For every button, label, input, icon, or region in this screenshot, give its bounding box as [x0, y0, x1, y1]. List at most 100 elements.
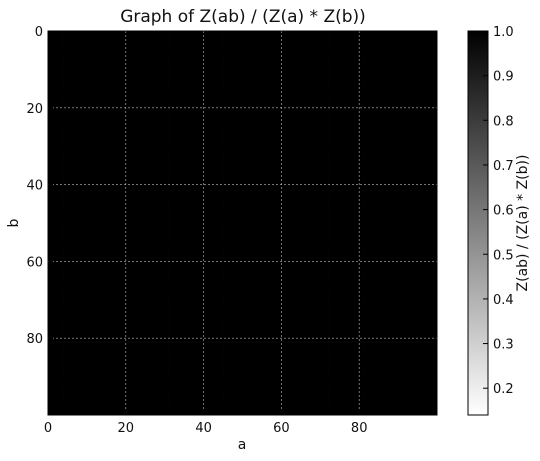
heatmap-cell — [67, 57, 72, 63]
heatmap-cell — [347, 123, 352, 128]
heatmap-cell — [188, 111, 193, 116]
heatmap-cell — [339, 42, 344, 47]
heatmap-cell — [320, 165, 325, 170]
heatmap-cell — [234, 119, 239, 124]
heatmap-cell — [398, 50, 403, 55]
heatmap-cell — [254, 46, 259, 51]
heatmap-cell — [359, 153, 364, 159]
heatmap-cell — [48, 38, 53, 43]
heatmap-cell — [71, 165, 76, 170]
heatmap-cell — [125, 138, 131, 143]
heatmap-cell — [417, 115, 422, 120]
heatmap-cell — [359, 127, 364, 132]
heatmap-cell — [331, 107, 337, 112]
heatmap-cell — [242, 119, 247, 124]
heatmap-cell — [211, 80, 216, 86]
heatmap-cell — [328, 196, 333, 201]
heatmap-cell — [417, 119, 422, 124]
heatmap-cell — [71, 176, 76, 182]
heatmap-cell — [409, 165, 415, 170]
heatmap-cell — [238, 196, 243, 201]
heatmap-cell — [289, 165, 294, 170]
heatmap-cell — [335, 127, 341, 132]
heatmap-cell — [308, 180, 313, 185]
heatmap-cell — [405, 54, 411, 59]
heatmap-cell — [160, 215, 166, 220]
heatmap-cell — [293, 127, 298, 132]
heatmap-cell — [79, 199, 84, 205]
heatmap-cell — [382, 196, 387, 201]
heatmap-cell — [176, 73, 181, 78]
heatmap-cell — [296, 96, 302, 101]
heatmap-cell — [160, 50, 166, 55]
heatmap-cell — [246, 150, 251, 155]
heatmap-cell — [67, 103, 72, 109]
heatmap-cell — [79, 173, 84, 178]
heatmap-cell — [417, 196, 422, 201]
heatmap-cell — [121, 165, 127, 170]
heatmap-cell — [156, 184, 162, 189]
heatmap-cell — [51, 192, 57, 197]
heatmap-cell — [409, 84, 415, 89]
heatmap-cell — [378, 219, 383, 224]
heatmap-cell — [168, 192, 173, 197]
heatmap-cell — [71, 100, 76, 105]
heatmap-cell — [51, 92, 57, 97]
heatmap-cell — [320, 57, 325, 63]
heatmap-cell — [94, 176, 99, 182]
heatmap-cell — [433, 127, 438, 132]
heatmap-cell — [425, 31, 430, 36]
heatmap-cell — [320, 169, 325, 174]
heatmap-cell — [398, 211, 403, 216]
heatmap-cell — [413, 176, 418, 182]
heatmap-cell — [331, 77, 337, 82]
heatmap-cell — [328, 31, 333, 36]
heatmap-cell — [114, 150, 119, 155]
heatmap-cell — [250, 173, 255, 178]
heatmap-cell — [351, 46, 356, 51]
heatmap-cell — [160, 80, 166, 86]
heatmap-cell — [425, 150, 430, 155]
heatmap-cell — [215, 146, 220, 151]
heatmap-cell — [238, 38, 243, 43]
heatmap-cell — [277, 103, 282, 109]
heatmap-cell — [137, 38, 142, 43]
heatmap-cell — [351, 96, 356, 101]
heatmap-cell — [258, 96, 263, 101]
heatmap-cell — [293, 199, 298, 205]
heatmap-cell — [277, 207, 282, 212]
heatmap-cell — [378, 173, 383, 178]
heatmap-cell — [293, 196, 298, 201]
heatmap-cell — [223, 157, 228, 162]
heatmap-cell — [172, 100, 177, 105]
heatmap-cell — [331, 146, 337, 151]
heatmap-cell — [421, 176, 426, 182]
heatmap-cell — [285, 50, 290, 55]
heatmap-cell — [145, 38, 150, 43]
heatmap-cell — [238, 176, 243, 182]
heatmap-cell — [83, 180, 88, 185]
heatmap-cell — [106, 180, 111, 185]
heatmap-cell — [374, 115, 379, 120]
heatmap-cell — [176, 123, 181, 128]
heatmap-cell — [347, 88, 352, 93]
heatmap-cell — [55, 138, 61, 143]
heatmap-cell — [293, 142, 298, 147]
heatmap-cell — [180, 38, 185, 43]
heatmap-cell — [156, 215, 162, 220]
heatmap-cell — [125, 84, 131, 89]
heatmap-cell — [184, 84, 189, 89]
heatmap-cell — [172, 127, 177, 132]
heatmap-cell — [133, 165, 138, 170]
heatmap-cell — [382, 142, 387, 147]
heatmap-cell — [250, 103, 255, 109]
heatmap-cell — [51, 57, 57, 63]
heatmap-cell — [149, 80, 154, 86]
heatmap-cell — [254, 96, 259, 101]
heatmap-cell — [343, 50, 348, 55]
heatmap-cell — [184, 157, 189, 162]
heatmap-cell — [417, 165, 422, 170]
heatmap-cell — [433, 54, 438, 59]
heatmap-cell — [86, 31, 92, 36]
heatmap-cell — [86, 80, 92, 86]
